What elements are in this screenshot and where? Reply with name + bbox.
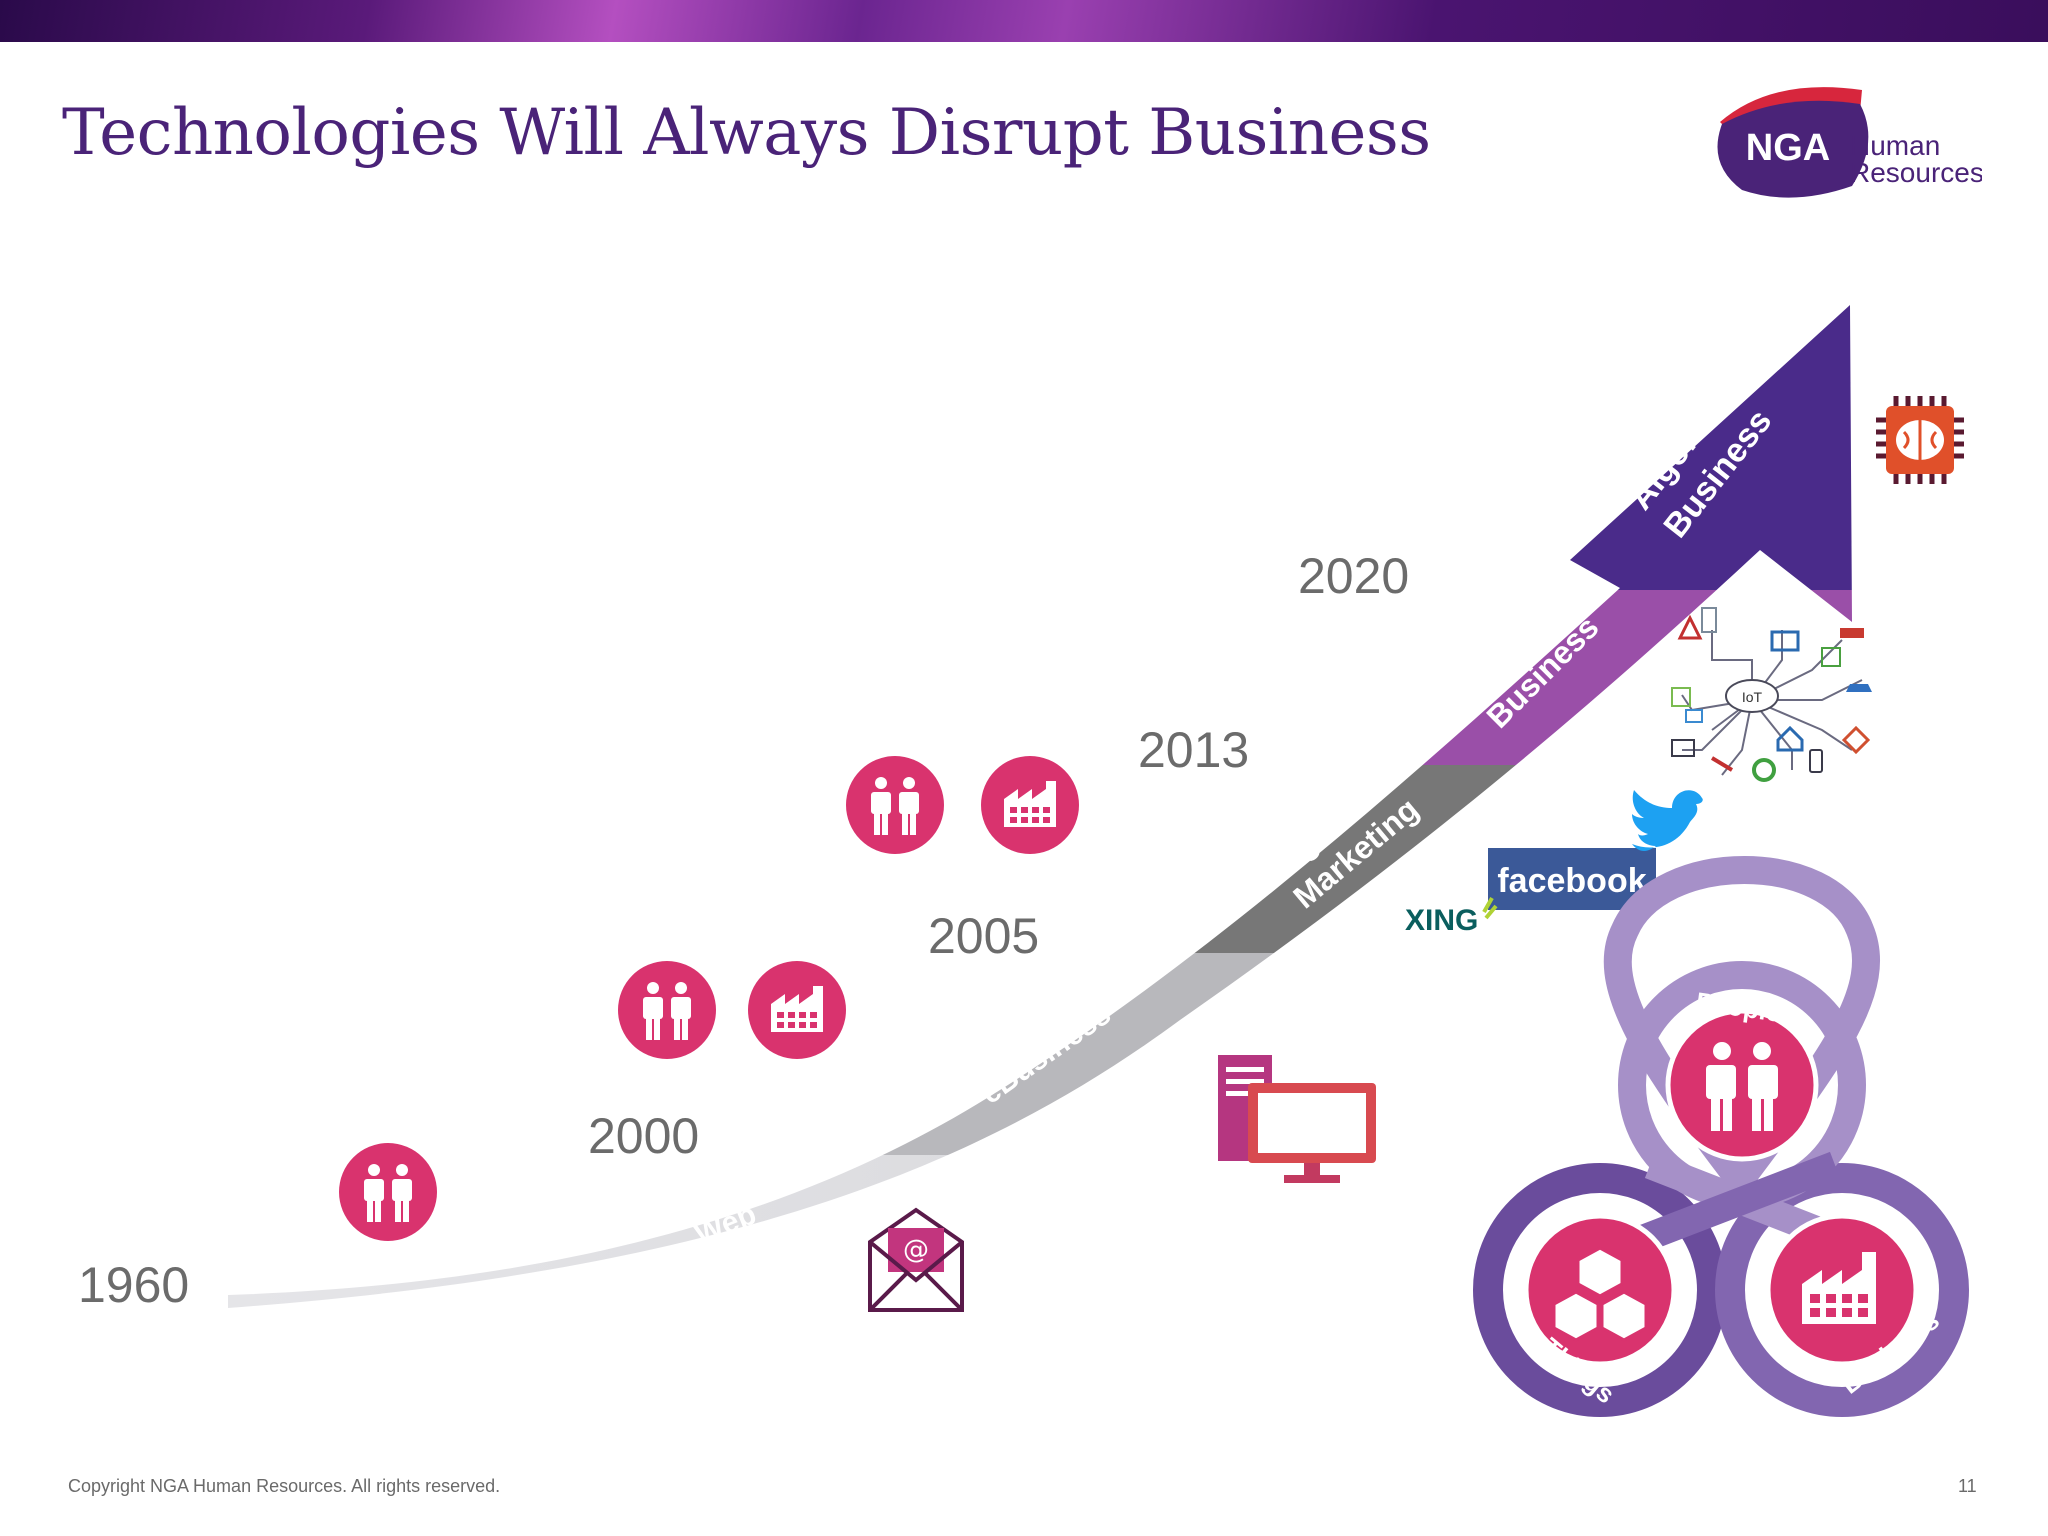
nga-logo: NGA Human Resources (1717, 87, 1982, 198)
iot-network-icon: IoT (1671, 607, 1872, 782)
venn-things-node (1523, 1213, 1677, 1367)
computer-icon (1218, 1055, 1376, 1183)
year-2020: 2020 (1298, 548, 1409, 604)
factory-icon (748, 961, 846, 1059)
year-2013: 2013 (1138, 722, 1249, 778)
logo-line-1: Human (1850, 130, 1940, 161)
xing-label: XING (1405, 904, 1478, 937)
people-icon (339, 1143, 437, 1241)
logo-mark: NGA (1746, 127, 1830, 169)
svg-text:@: @ (903, 1235, 929, 1265)
year-2005: 2005 (928, 908, 1039, 964)
factory-icon (981, 756, 1079, 854)
venn-business-node (1765, 1213, 1919, 1367)
slide-title: Technologies Will Always Disrupt Busines… (62, 96, 1431, 170)
year-1960: 1960 (78, 1257, 189, 1313)
twitter-icon (1632, 790, 1703, 851)
xing-icon: XING (1405, 897, 1498, 937)
facebook-icon: facebook (1488, 848, 1656, 910)
people-icon (846, 756, 944, 854)
year-2000: 2000 (588, 1108, 699, 1164)
band-algorithmic-business (228, 305, 1852, 590)
copyright-footer: Copyright NGA Human Resources. All right… (68, 1476, 501, 1496)
ai-brain-chip-icon (1876, 396, 1964, 484)
email-icon: @ (868, 1207, 964, 1312)
logo-line-2: Resources (1850, 157, 1982, 188)
people-things-business-diagram: People Things Business (1473, 856, 1969, 1417)
venn-people-node (1665, 1008, 1819, 1162)
page-number: 11 (1958, 1476, 1977, 1496)
stage-label-web: Web (690, 1197, 761, 1251)
facebook-label: facebook (1497, 862, 1646, 900)
band-digital-business (228, 590, 1852, 765)
people-icon (618, 961, 716, 1059)
top-banner (0, 0, 2048, 42)
iot-label: IoT (1742, 689, 1763, 705)
